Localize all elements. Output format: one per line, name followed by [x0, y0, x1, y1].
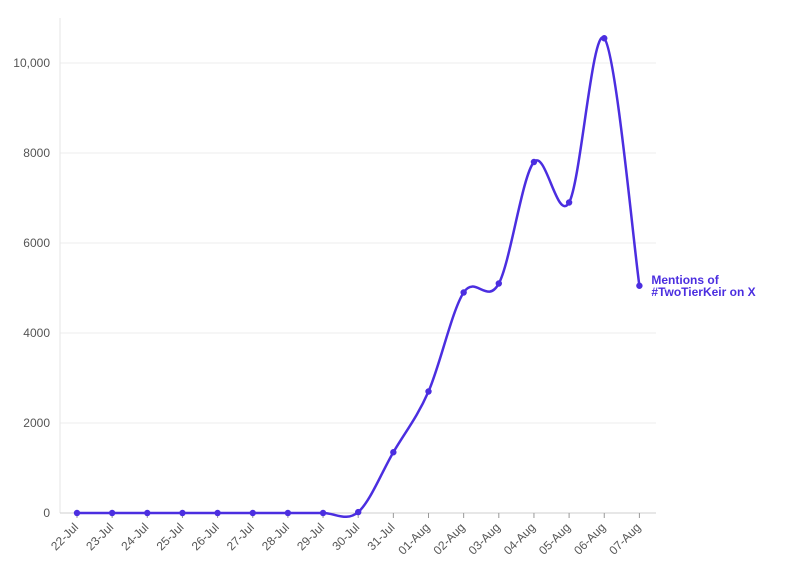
x-tick-label: 05-Aug: [536, 520, 573, 557]
x-tick-label: 31-Jul: [364, 520, 397, 553]
x-tick-label: 04-Aug: [501, 520, 538, 557]
data-point: [249, 509, 256, 517]
data-point: [636, 282, 643, 289]
x-tick-label: 24-Jul: [118, 520, 151, 553]
series-label: #TwoTierKeir on X: [651, 285, 755, 299]
series-line: [77, 36, 641, 519]
data-point: [495, 280, 502, 287]
data-point: [319, 509, 327, 517]
data-point: [179, 509, 186, 517]
series-label: Mentions of: [651, 273, 719, 287]
data-point: [425, 388, 432, 395]
x-tick-label: 02-Aug: [431, 520, 468, 557]
data-point: [108, 509, 116, 517]
y-tick-label: 0: [43, 506, 50, 520]
x-tick-label: 07-Aug: [606, 520, 643, 557]
x-tick-label: 22-Jul: [48, 520, 81, 553]
y-tick-label: 6000: [23, 236, 50, 250]
x-tick-label: 26-Jul: [189, 520, 222, 553]
data-point: [530, 158, 538, 166]
data-point: [73, 509, 81, 517]
x-tick-label: 01-Aug: [395, 520, 432, 557]
y-tick-label: 10,000: [13, 56, 50, 70]
x-tick-label: 27-Jul: [224, 520, 257, 553]
x-tick-label: 29-Jul: [294, 520, 327, 553]
data-point: [214, 509, 221, 517]
data-point: [460, 289, 467, 296]
x-tick-label: 03-Aug: [466, 520, 503, 557]
y-tick-label: 4000: [23, 326, 50, 340]
axes: [59, 18, 656, 518]
x-tick-label: 23-Jul: [83, 520, 116, 553]
series-layer: [73, 35, 643, 519]
labels: 0 2000 4000 6000 8000 10,000 22-Jul 23-Jul 24-Ju…: [13, 56, 755, 557]
data-point: [565, 199, 573, 206]
gridlines: [60, 62, 656, 424]
data-point: [355, 508, 362, 516]
data-point: [144, 509, 151, 517]
x-tick-label: 06-Aug: [571, 520, 608, 557]
data-point: [390, 449, 397, 456]
x-tick-label: 25-Jul: [154, 520, 187, 553]
x-tick-label: 30-Jul: [329, 520, 362, 553]
y-tick-label: 8000: [23, 146, 50, 160]
x-tick-label: 28-Jul: [259, 520, 292, 553]
y-tick-label: 2000: [23, 416, 50, 430]
data-point: [601, 35, 608, 42]
data-point: [284, 509, 292, 517]
